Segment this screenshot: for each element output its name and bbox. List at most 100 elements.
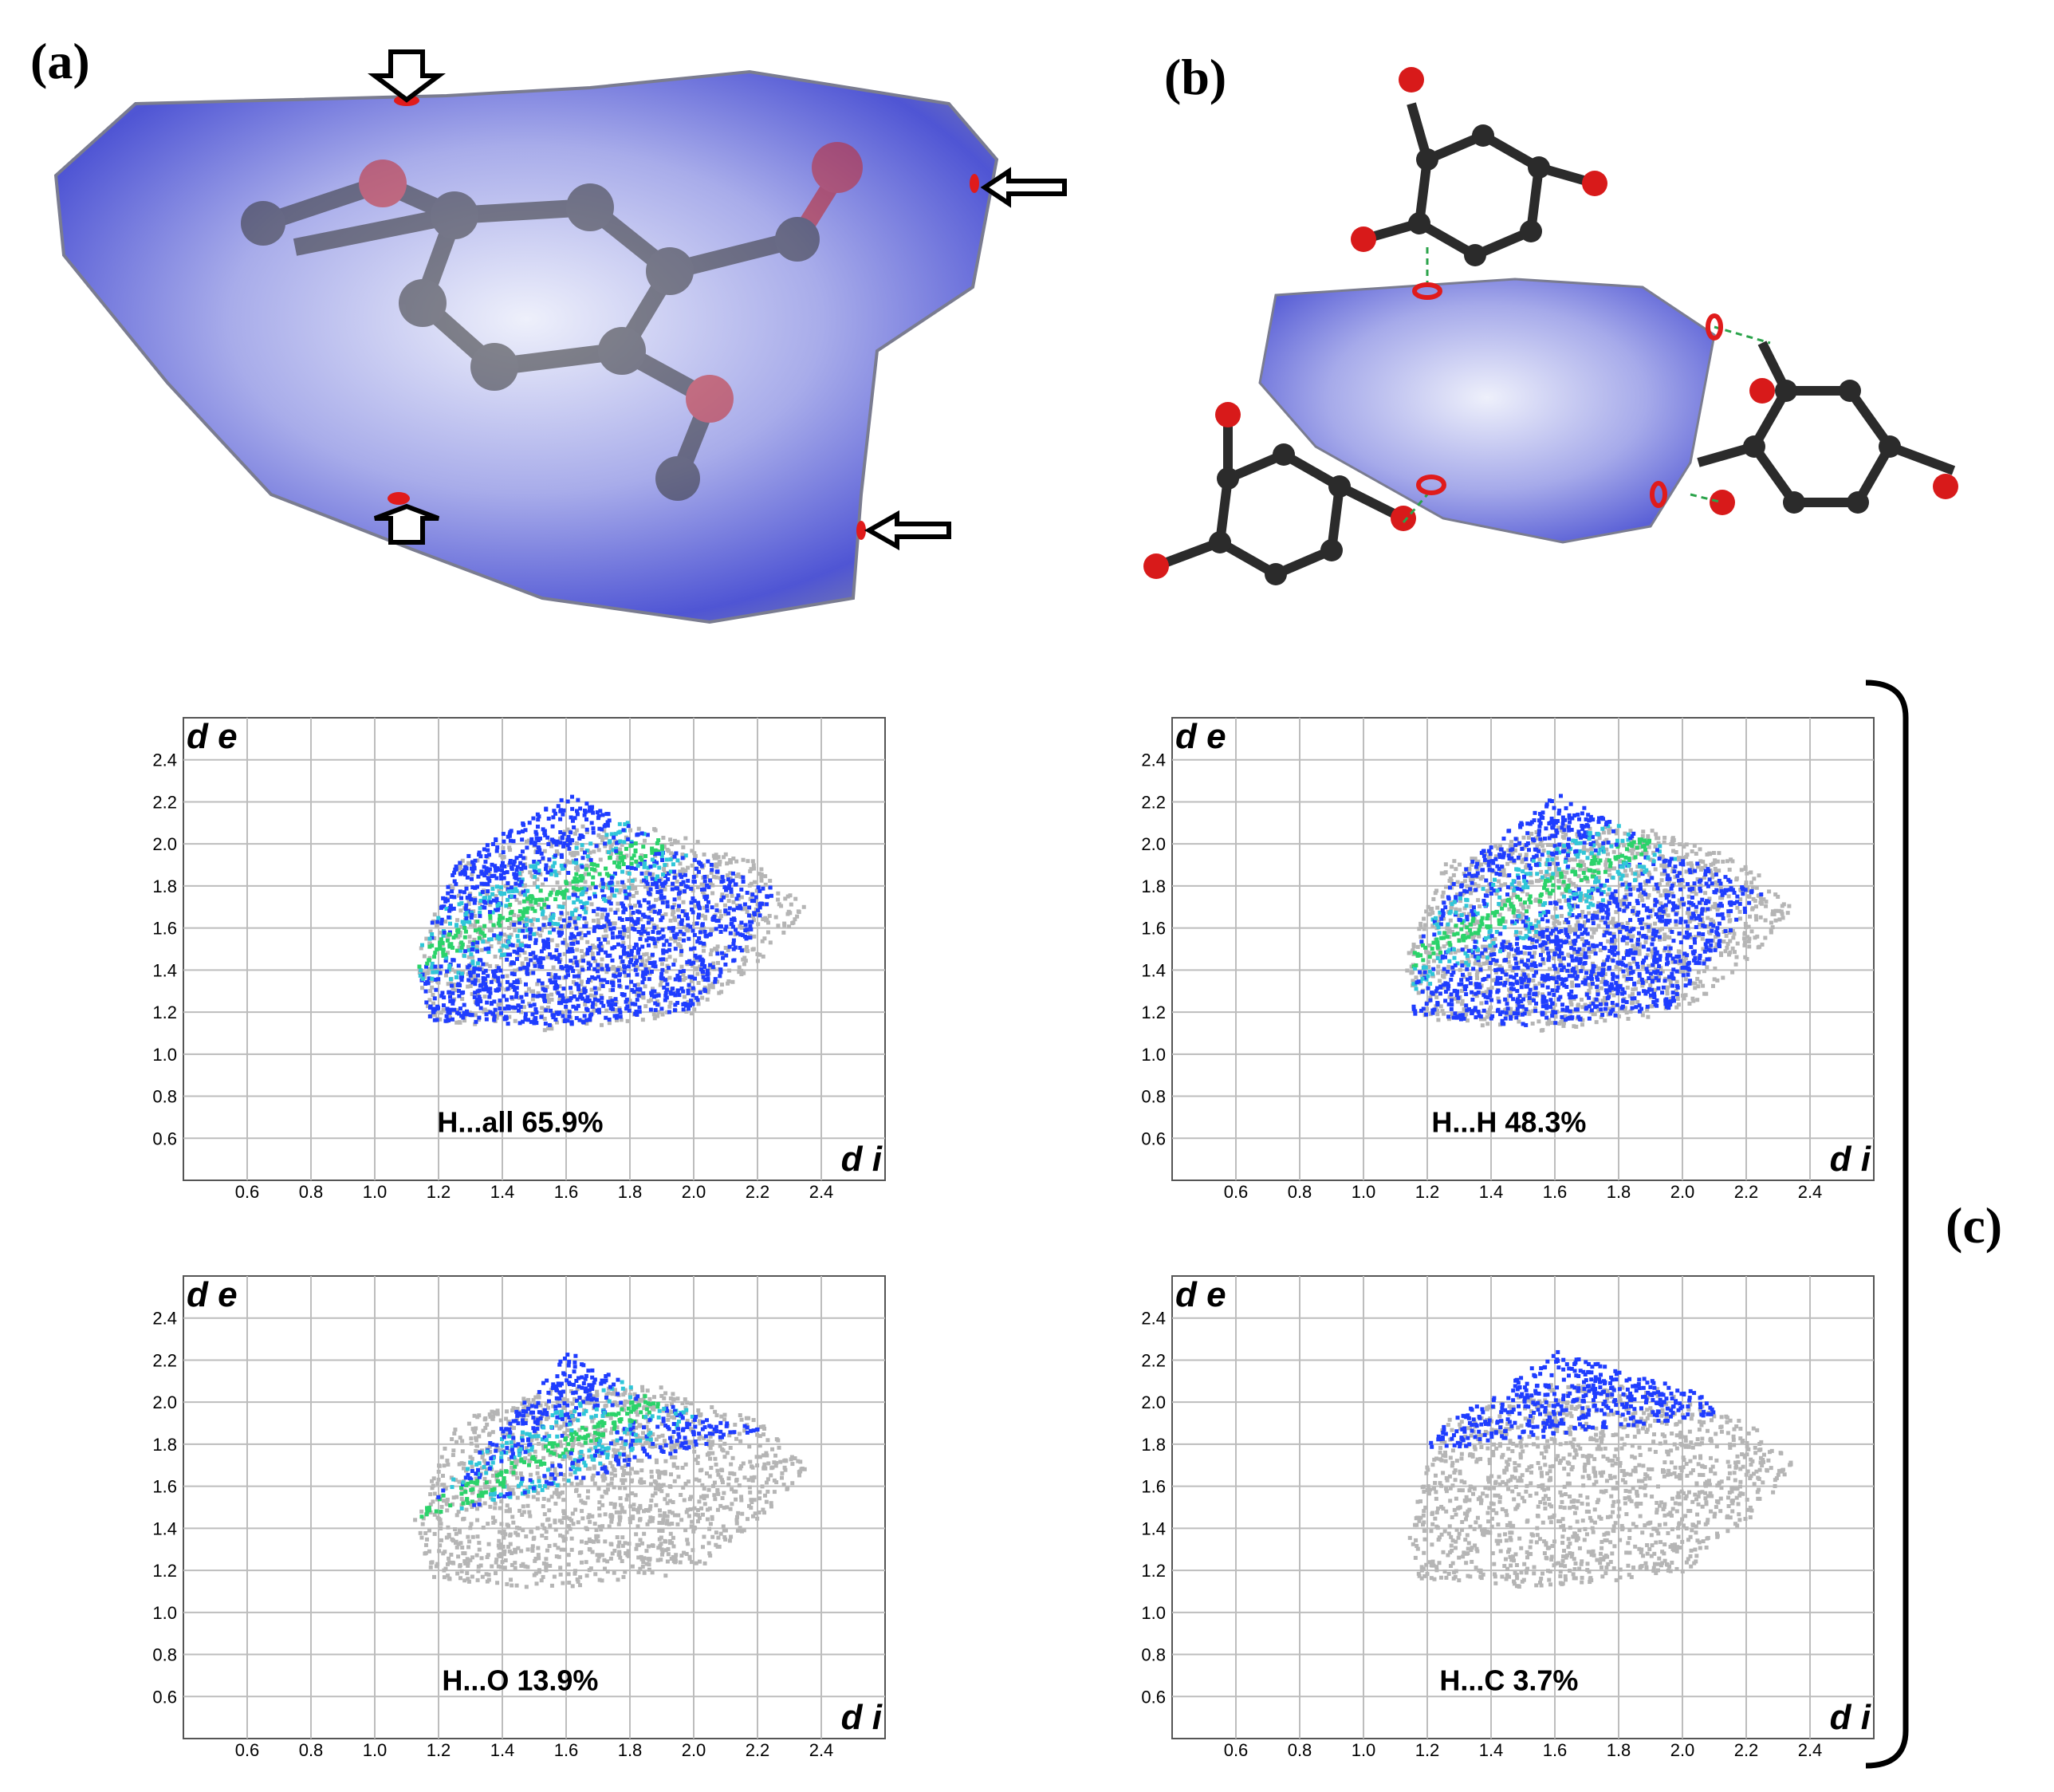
contact-point (537, 814, 541, 819)
grey-point (548, 839, 553, 844)
grey-point (1662, 835, 1667, 840)
contact-point (512, 859, 517, 864)
contact-point (587, 896, 592, 900)
contact-point (657, 865, 662, 870)
grey-point (1588, 985, 1593, 990)
contact-point (469, 897, 474, 902)
grey-point (1716, 882, 1721, 887)
contact-point (526, 1018, 531, 1022)
x-tick-label: 2.4 (1798, 1182, 1823, 1202)
contact-point (609, 876, 614, 880)
contact-point (432, 1007, 437, 1012)
grey-point (1722, 939, 1726, 944)
grey-point (1469, 904, 1474, 908)
contact-point (474, 1019, 478, 1024)
contact-point (618, 856, 623, 861)
contact-point (526, 943, 531, 948)
contact-point (451, 945, 455, 950)
grey-point (1548, 894, 1552, 899)
contact-point (530, 896, 535, 900)
grey-point (659, 979, 663, 983)
contact-point (584, 900, 589, 905)
contact-point (529, 837, 534, 841)
contact-point (655, 931, 660, 935)
contact-point (473, 978, 478, 983)
contact-point (1516, 873, 1521, 878)
contact-point (498, 998, 502, 1003)
x-tick-label: 1.6 (1543, 1182, 1568, 1202)
grey-point (1588, 847, 1593, 852)
contact-point (554, 872, 559, 877)
contact-point (509, 894, 514, 899)
contact-point (652, 909, 657, 914)
grey-point (496, 1002, 501, 1007)
contact-point (655, 881, 659, 886)
contact-point (636, 993, 641, 998)
contact-point (702, 887, 706, 892)
contact-point (565, 968, 570, 973)
contact-point (556, 804, 561, 809)
contact-point (637, 910, 642, 915)
grey-point (671, 852, 676, 857)
contact-point (436, 977, 441, 982)
contact-point (567, 1014, 572, 1019)
grey-point (1467, 912, 1472, 917)
grey-point (1556, 879, 1561, 884)
grey-point (1743, 921, 1748, 926)
grey-point (709, 948, 714, 953)
grey-point (1611, 916, 1615, 921)
contact-point (560, 993, 565, 998)
grey-point (608, 845, 613, 849)
grey-point (1536, 991, 1540, 995)
grey-point (426, 1004, 431, 1009)
grey-point (1685, 911, 1690, 916)
grey-point (755, 959, 760, 963)
grey-point (679, 952, 683, 957)
grey-point (573, 922, 578, 927)
contact-point (561, 940, 565, 945)
grey-point (1761, 897, 1766, 902)
grey-point (1489, 985, 1494, 990)
grey-point (611, 965, 616, 970)
grey-point (761, 917, 765, 922)
contact-point (584, 1018, 589, 1022)
grey-point (1481, 955, 1485, 959)
grey-point (451, 987, 455, 991)
grey-point (489, 944, 494, 949)
grey-point (1470, 876, 1475, 881)
contact-point (1500, 970, 1505, 975)
contact-point (620, 880, 625, 884)
grey-point (641, 995, 646, 1000)
grey-point (1710, 983, 1715, 988)
grey-point (1710, 904, 1715, 909)
contact-point (493, 1007, 498, 1012)
contact-point (627, 885, 632, 890)
grey-point (1696, 864, 1701, 869)
contact-point (482, 905, 487, 910)
grey-point (1662, 932, 1667, 937)
contact-point (671, 962, 676, 967)
grey-point (726, 947, 730, 952)
grey-point (1631, 871, 1635, 876)
contact-point (663, 880, 668, 884)
contact-point (518, 967, 523, 971)
contact-point (729, 887, 734, 892)
contact-point (634, 1010, 639, 1014)
grey-point (681, 972, 686, 977)
grey-point (466, 901, 471, 906)
contact-point (1589, 1008, 1594, 1013)
grey-point (632, 904, 637, 908)
contact-point (569, 830, 573, 835)
contact-point (628, 844, 633, 849)
contact-point (1652, 955, 1657, 959)
grey-point (535, 982, 540, 987)
contact-point (659, 844, 664, 849)
contact-point (571, 880, 576, 884)
contact-point (688, 924, 693, 929)
grey-point (1769, 920, 1773, 925)
grey-point (651, 987, 655, 991)
grey-point (1465, 1018, 1470, 1023)
grey-point (1497, 912, 1502, 917)
contact-point (710, 868, 714, 872)
contact-point (451, 906, 456, 911)
